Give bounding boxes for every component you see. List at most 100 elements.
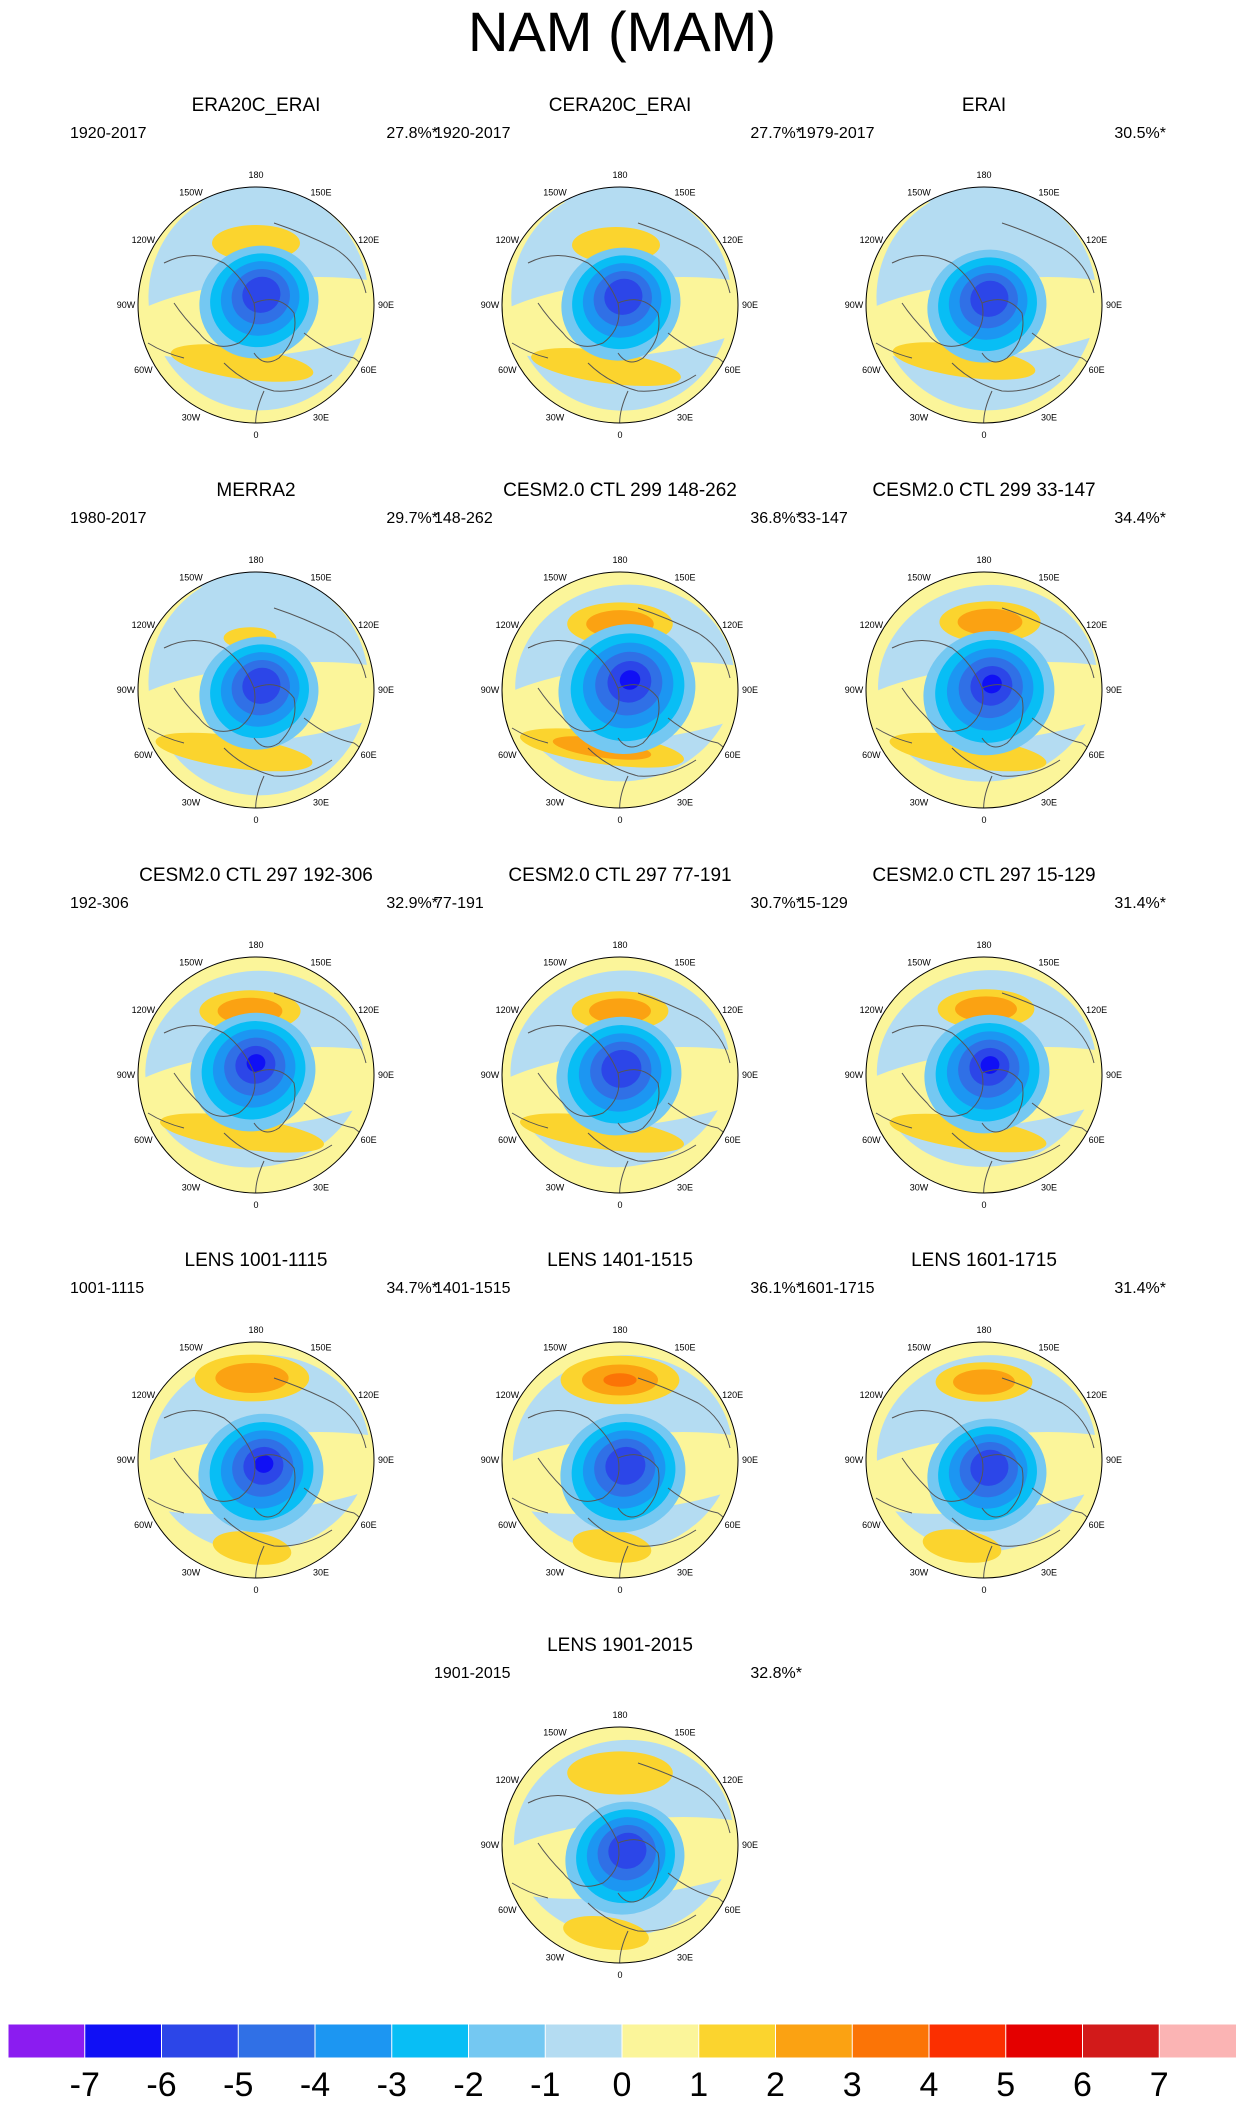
colorbar-tick-label: 0: [612, 2066, 632, 2104]
lon-label-60e: 60E: [725, 365, 741, 375]
lon-label-180: 180: [976, 555, 991, 565]
panel-years: 1920-2017: [434, 125, 511, 142]
colorbar-tick-label: 7: [1149, 2066, 1169, 2104]
pacific-high-contour: [955, 996, 1017, 1022]
coastline: [637, 607, 731, 679]
coastline: [637, 992, 731, 1064]
panel-title: LENS 1401-1515: [547, 1250, 693, 1271]
map-panel: CESM2.0 CTL 297 15-129 15-129 31.4%* 180 150…: [798, 865, 1170, 1210]
panel-title: MERRA2: [216, 480, 296, 501]
map-boundary: [137, 571, 375, 809]
lon-label-180: 180: [248, 1325, 263, 1335]
lon-label-60e: 60E: [725, 750, 741, 760]
polar-map: 180 150E 120E 90E 60E 30E 0 30W 60W 90W 120W 150W: [845, 170, 1122, 440]
lon-label-150w: 150W: [907, 187, 931, 197]
colorbar-tick-label: 2: [766, 2066, 785, 2104]
coastline: [163, 1025, 256, 1117]
polar-low-contour: [242, 276, 281, 313]
lon-label-150w: 150W: [543, 1342, 567, 1352]
lon-label-120e: 120E: [722, 1775, 743, 1785]
panel-variance-percent: 32.8%*: [750, 1665, 802, 1682]
lon-label-90w: 90W: [117, 1070, 136, 1080]
lon-label-30e: 30E: [313, 798, 329, 808]
lon-label-120e: 120E: [1086, 235, 1107, 245]
coastline: [637, 222, 731, 294]
atlantic-high-contour: [572, 1529, 652, 1563]
lon-label-60e: 60E: [361, 750, 377, 760]
coastline: [983, 775, 993, 808]
lon-label-60e: 60E: [1089, 750, 1105, 760]
panel-years: 1901-2015: [434, 1665, 511, 1682]
coastline: [253, 684, 296, 748]
coastline: [527, 255, 620, 347]
panel-variance-percent: 27.7%*: [750, 125, 802, 142]
lon-label-120e: 120E: [722, 1005, 743, 1015]
atlantic-high-contour: [922, 1529, 1002, 1563]
coastline: [163, 255, 256, 347]
panel-title: CERA20C_ERAI: [548, 95, 692, 116]
panel-title: CESM2.0 CTL 297 77-191: [508, 865, 732, 886]
lon-label-150e: 150E: [310, 187, 331, 197]
panel-years: 1979-2017: [798, 125, 875, 142]
coastline: [163, 640, 256, 732]
lon-label-30w: 30W: [910, 798, 929, 808]
coastline: [619, 1160, 629, 1193]
coastline: [1001, 992, 1095, 1064]
coastline: [891, 1410, 984, 1502]
lon-label-120e: 120E: [1086, 620, 1107, 630]
lon-label-120e: 120E: [358, 1005, 379, 1015]
lon-label-0: 0: [253, 1200, 258, 1210]
pacific-high-contour: [957, 608, 1023, 636]
pacific-high-contour: [567, 1751, 673, 1795]
coastline: [1001, 607, 1095, 679]
field-negative-pacific: [502, 187, 738, 223]
polar-low-contour: [970, 280, 1009, 317]
polar-map: 180 150E 120E 90E 60E 30E 0 30W 60W 90W 120W 150W: [845, 555, 1122, 825]
lon-label-30w: 30W: [910, 1183, 929, 1193]
lon-label-120e: 120E: [1086, 1390, 1107, 1400]
atlantic-high-contour: [892, 342, 1036, 380]
colorbar-swatch: [314, 2024, 393, 2058]
coastline: [617, 1454, 660, 1518]
coastline: [273, 222, 367, 294]
panel-years: 1980-2017: [70, 510, 147, 527]
lon-label-120w: 120W: [132, 235, 156, 245]
lon-label-150e: 150E: [310, 957, 331, 967]
lon-label-180: 180: [248, 940, 263, 950]
map-boundary: [501, 571, 739, 809]
colorbar-tick-label: 6: [1073, 2066, 1092, 2104]
panel-title: CESM2.0 CTL 299 148-262: [503, 480, 737, 501]
coastline: [527, 1410, 620, 1502]
colorbar-swatch: [161, 2024, 240, 2058]
panel-variance-percent: 32.9%*: [386, 895, 438, 912]
lon-label-90w: 90W: [117, 1455, 136, 1465]
map-panel: LENS 1901-2015 1901-2015 32.8%* 180 150E 120E…: [434, 1635, 806, 1980]
lon-label-60w: 60W: [498, 365, 517, 375]
coastline: [981, 684, 1024, 748]
map-panel: CESM2.0 CTL 299 33-147 33-147 34.4%* 180 150…: [798, 480, 1170, 825]
coastline: [223, 1132, 333, 1162]
panel-years: 1601-1715: [798, 1280, 875, 1297]
coastline: [527, 1795, 620, 1887]
lon-label-60e: 60E: [725, 1905, 741, 1915]
map-field: [502, 572, 738, 808]
lon-label-90e: 90E: [742, 300, 758, 310]
coastline: [511, 1112, 549, 1129]
colorbar-tick-label: 1: [689, 2066, 709, 2104]
lon-label-120w: 120W: [496, 1390, 520, 1400]
coastline: [223, 747, 333, 777]
lon-label-150e: 150E: [1038, 957, 1059, 967]
lon-label-180: 180: [248, 555, 263, 565]
map-field: [502, 187, 738, 423]
panel-years: 33-147: [798, 510, 848, 527]
map-boundary: [137, 186, 375, 424]
panel-years: 77-191: [434, 895, 484, 912]
lon-label-0: 0: [981, 430, 986, 440]
colorbar-swatch: [544, 2024, 623, 2058]
lon-label-30w: 30W: [910, 1568, 929, 1578]
lon-label-90e: 90E: [378, 300, 394, 310]
lon-label-0: 0: [617, 430, 622, 440]
panel-title: LENS 1001-1115: [184, 1250, 328, 1271]
coastline: [255, 390, 265, 423]
lon-label-180: 180: [976, 940, 991, 950]
